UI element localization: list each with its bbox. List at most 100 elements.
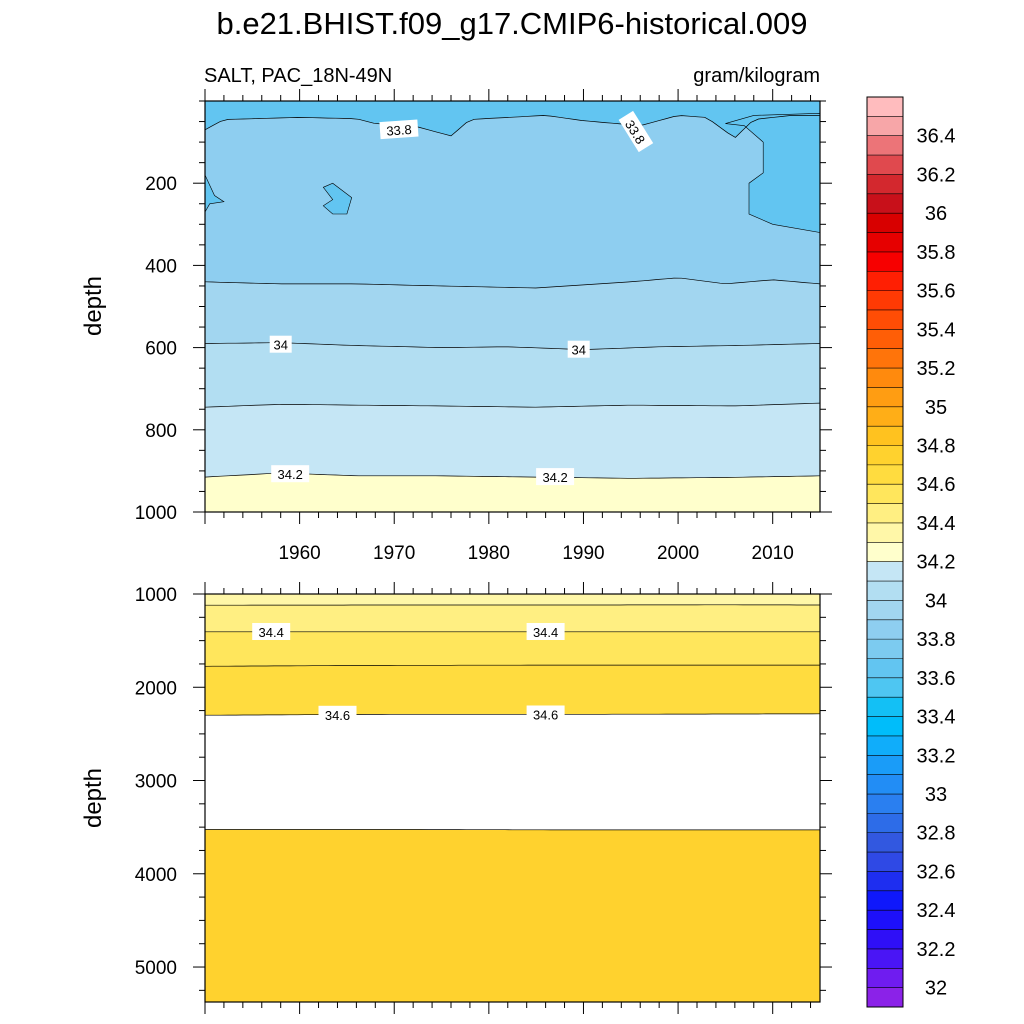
contour-label: 34.2 [271, 465, 310, 483]
units-label: gram/kilogram [693, 65, 820, 87]
colorbar-label: 34.8 [917, 436, 956, 458]
colorbar-swatch [867, 890, 903, 911]
contour-label-text: 34.6 [325, 708, 350, 723]
contour-pocket-33.7-1 [322, 182, 353, 215]
colorbar-label: 33.2 [917, 745, 956, 767]
colorbar-swatch [867, 426, 903, 446]
colorbar-swatch [867, 116, 903, 137]
contour-band-34.75 [205, 829, 820, 1002]
y-tick-label: 400 [145, 256, 177, 277]
colorbar-swatch [867, 948, 903, 969]
x-tick-label: 1960 [278, 543, 320, 564]
contour-line-34.1 [204, 402, 821, 408]
colorbar-swatch [867, 852, 903, 872]
x-tick-label: 2000 [657, 543, 699, 564]
contour-label: 33.8 [379, 119, 419, 140]
colorbar-swatch [867, 251, 903, 272]
contour-label-text: 34.6 [533, 708, 558, 723]
x-tick-label: 1990 [562, 543, 604, 564]
colorbar-label: 32.6 [917, 862, 956, 884]
contour-label-bg [252, 623, 291, 640]
y-tick-label: 4000 [135, 865, 177, 886]
contour-label-bg [618, 110, 654, 153]
colorbar: 32 32.2 32.4 32.6 32.8 33 33.2 33.4 33.6 33.8 34 34… [866, 96, 956, 1008]
contour-label-text: 34 [571, 343, 585, 358]
colorbar-label: 35.6 [917, 281, 956, 303]
colorbar-swatch [867, 677, 903, 698]
colorbar-swatch [867, 522, 903, 543]
y-tick-label: 800 [145, 421, 177, 442]
contour-label-bg [269, 335, 292, 353]
colorbar-label: 34.4 [917, 513, 956, 535]
colorbar-swatch [867, 193, 903, 214]
colorbar-swatch [867, 871, 903, 892]
contour-label-bg [379, 119, 419, 140]
contour-band-33.65 [205, 101, 820, 138]
lower-depth-panel: 34.4 34.4 34.6 34.6 1000 2000 3000 4000 5000 dept… [80, 582, 832, 1014]
colorbar-swatch [867, 600, 903, 621]
colorbar-label: 35 [925, 397, 947, 419]
y-tick-label: 200 [145, 174, 177, 195]
colorbar-swatch [867, 774, 903, 795]
colorbar-swatch [867, 271, 903, 291]
colorbar-label: 36.4 [917, 126, 956, 148]
colorbar-label: 32.4 [917, 900, 956, 922]
colorbar-label: 33 [925, 784, 947, 806]
y-axis-label: depth [80, 276, 107, 336]
colorbar-label: 35.4 [917, 319, 956, 341]
colorbar-swatch [867, 348, 903, 369]
colorbar-swatch [867, 755, 903, 775]
contour-band-33.95 [205, 278, 820, 350]
colorbar-swatch [867, 716, 903, 737]
colorbar-label: 34.6 [917, 474, 956, 496]
colorbar-label: 32 [925, 978, 947, 1000]
colorbar-label: 32.8 [917, 823, 956, 845]
colorbar-swatch [867, 639, 903, 659]
contour-label: 34.6 [526, 705, 565, 723]
colorbar-label: 35.2 [917, 358, 956, 380]
colorbar-swatch [867, 406, 903, 427]
colorbar-swatch [867, 135, 903, 156]
colorbar-swatch [867, 329, 903, 349]
contour-label: 34.2 [536, 468, 575, 486]
y-tick-label: 1000 [135, 503, 177, 524]
contour-label: 34.6 [318, 705, 357, 723]
colorbar-swatch [867, 542, 903, 562]
contour-band-34.25 [205, 473, 820, 512]
contour-line-34.5 [204, 664, 820, 667]
contour-label-bg [567, 340, 590, 358]
contour-label: 34.4 [252, 623, 291, 640]
contour-label: 33.8 [618, 110, 654, 153]
upper-depth-panel: 33.8 33.8 34 34 34.2 34.2 1960 1970 1980 1990 2000… [80, 89, 832, 564]
y-tick-label: 5000 [135, 958, 177, 979]
contour-label-text: 33.8 [386, 122, 412, 139]
colorbar-swatch [867, 697, 903, 717]
contour-band-34.15 [205, 403, 820, 479]
colorbar-swatch [867, 174, 903, 195]
colorbar-label: 34.2 [917, 552, 956, 574]
colorbar-label: 36.2 [917, 164, 956, 186]
colorbar-swatch [867, 155, 903, 175]
colorbar-frame [866, 96, 904, 1008]
colorbar-swatch [867, 987, 903, 1008]
colorbar-swatch [867, 735, 903, 756]
y-tick-label: 600 [145, 339, 177, 360]
colorbar-swatch [867, 503, 903, 524]
contour-label: 34 [269, 335, 292, 353]
x-tick-label: 1980 [468, 543, 510, 564]
contour-label-text: 34.2 [278, 467, 303, 482]
colorbar-label: 33.6 [917, 668, 956, 690]
colorbar-swatch [867, 910, 903, 930]
colorbar-swatch [867, 658, 903, 679]
contour-line-34 [204, 342, 821, 350]
colorbar-swatch [867, 464, 903, 485]
colorbar-swatch [867, 213, 903, 233]
colorbar-swatch [867, 813, 903, 834]
contour-label-text: 34.2 [542, 470, 567, 485]
plot-frame [204, 593, 821, 1003]
colorbar-swatch [867, 309, 903, 330]
contour-label-bg [318, 705, 357, 723]
colorbar-label: 36 [925, 203, 947, 225]
contour-band-34.55 [205, 631, 820, 667]
